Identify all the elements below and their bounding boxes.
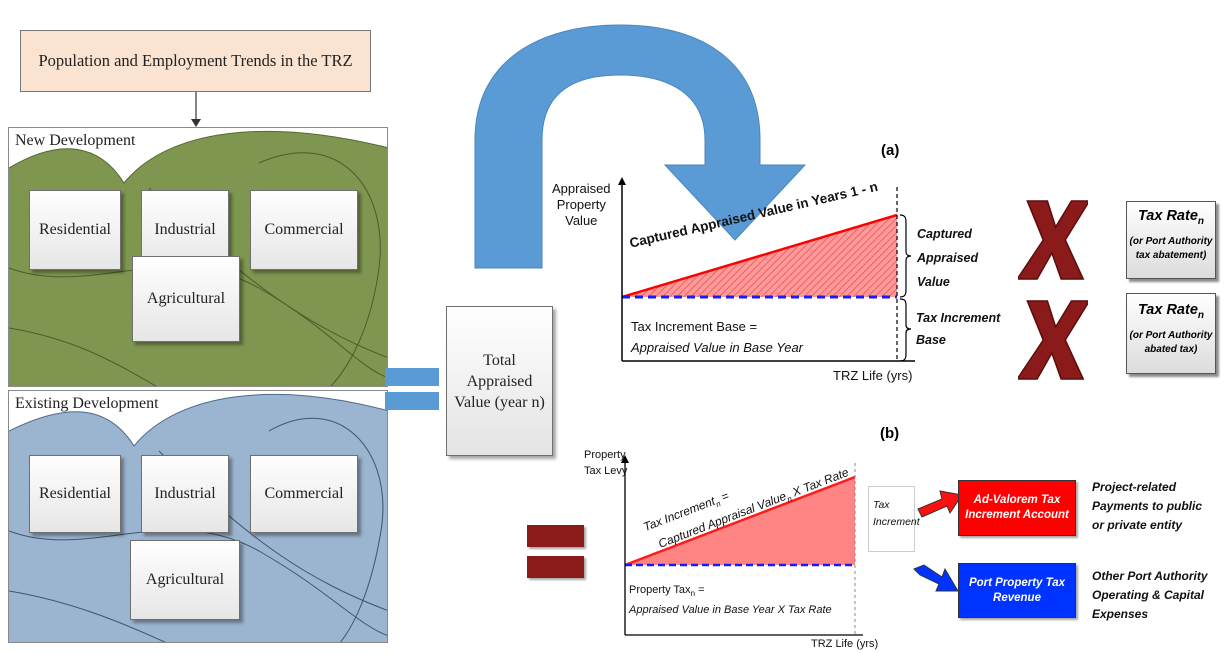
panel-b-y-axis-label: Property Tax Levy [584,449,628,477]
panel-a-base-label: Tax Increment Base [916,311,1001,347]
panel-a-x-axis-label: TRZ Life (yrs) [833,368,913,383]
captured-line [621,213,898,299]
multiply-x-icon-bottom [1018,300,1088,380]
panel-b-chart [621,455,863,636]
tax-rate-box-bottom: Tax Raten (or Port Authority abated tax) [1126,293,1216,374]
multiply-x-icon-top [1018,200,1088,280]
total-appraised-value-box: Total Appraised Value (year n) [446,306,553,456]
increment-line [624,475,856,567]
new-agricultural-box: Agricultural [132,256,240,342]
population-trends-box: Population and Employment Trends in the … [20,30,371,92]
panel-b-x-axis-label: TRZ Life (yrs) [811,638,879,650]
existing-residential-box: Residential [29,455,121,533]
panel-a-y-axis-label: Appraised Property Value [552,181,611,228]
curved-arrow-icon [474,24,807,269]
panel-a-captured-label: Captured Appraised Value [917,227,979,289]
top-connector-arrow [191,92,201,127]
existing-industrial-box: Industrial [141,455,229,533]
red-arrow-icon [917,490,963,518]
panel-b-label: (b) [880,425,900,442]
new-commercial-box: Commercial [250,190,358,270]
panel-a-label: (a) [881,142,900,159]
population-trends-label: Population and Employment Trends in the … [38,51,353,70]
blue-arrow-icon [913,564,959,592]
equals-sign-blue-top [385,368,439,386]
equals-sign-red-top [527,525,584,547]
existing-commercial-box: Commercial [250,455,358,533]
tax-rate-box-top: Tax Raten (or Port Authority tax abatemen… [1126,201,1216,279]
port-expenses-note: Other Port Authority Operating & Capital E… [1092,569,1208,621]
new-development-title: New Development [15,132,136,149]
base-brace [899,298,912,362]
equals-sign-red-bottom [527,556,584,578]
tax-increment-box: Tax Increment [868,486,920,552]
panel-b-base-text: Property Taxn = Appraised Value in Base … [629,584,832,617]
new-residential-box: Residential [29,190,121,270]
panel-a-base-text: Tax Increment Base = Appraised Value in … [631,319,804,355]
ad-valorem-account-box: Ad-Valorem Tax Increment Account [958,480,1076,536]
equals-sign-blue-bottom [385,392,439,410]
captured-brace [899,214,912,298]
port-revenue-box: Port Property Tax Revenue [958,563,1076,618]
existing-agricultural-box: Agricultural [130,540,240,620]
panel-a-chart [618,177,915,362]
existing-development-title: Existing Development [15,395,159,412]
project-payments-note: Project-related Payments to public or priv… [1092,480,1203,532]
